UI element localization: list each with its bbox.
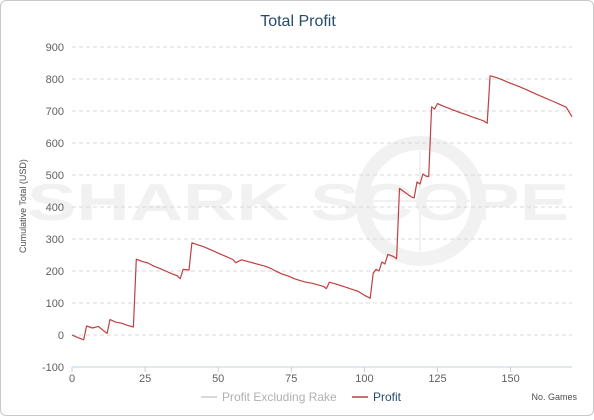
legend-label-profit-excluding-rake: Profit Excluding Rake [222,390,337,404]
y-tick-label: 600 [46,138,64,150]
y-tick-label: 200 [46,266,64,278]
y-tick-label: 300 [46,234,64,246]
y-tick-label: 400 [46,202,64,214]
y-tick-label: 700 [46,106,64,118]
x-axis-ticks: 0 25 50 75 100 125 150 [69,367,520,385]
y-tick-label: 900 [46,42,64,54]
series-line-profit[interactable] [71,75,573,341]
y-axis-ticks: -100 0 100 200 300 400 500 600 700 800 900 [42,42,64,374]
watermark-crosshair-ring [355,136,485,266]
y-tick-label: 500 [46,170,64,182]
legend-item-profit[interactable]: Profit [352,390,402,404]
x-tick-label: 125 [428,373,446,385]
y-axis-title: Cumulative Total (USD) [18,159,28,253]
x-tick-label: 75 [285,373,297,385]
chart-title: Total Profit [260,13,336,30]
legend-label-profit: Profit [373,390,402,404]
y-tick-label: 100 [46,298,64,310]
series-group [71,75,573,341]
y-tick-label: 800 [46,74,64,86]
legend-item-profit-excluding-rake[interactable]: Profit Excluding Rake [201,390,337,404]
x-tick-label: 100 [355,373,373,385]
y-gridlines [72,46,572,336]
x-tick-label: 150 [501,373,519,385]
x-tick-label: 0 [69,373,75,385]
watermark-text: SHARK SCOPE [27,174,569,232]
x-tick-label: 25 [139,373,151,385]
y-tick-label: -100 [42,362,64,374]
x-axis-title: No. Games [531,392,577,402]
legend: Profit Excluding Rake Profit [201,390,402,404]
y-tick-label: 0 [58,330,64,342]
x-tick-label: 50 [212,373,224,385]
watermark: SHARK SCOPE [27,136,569,266]
